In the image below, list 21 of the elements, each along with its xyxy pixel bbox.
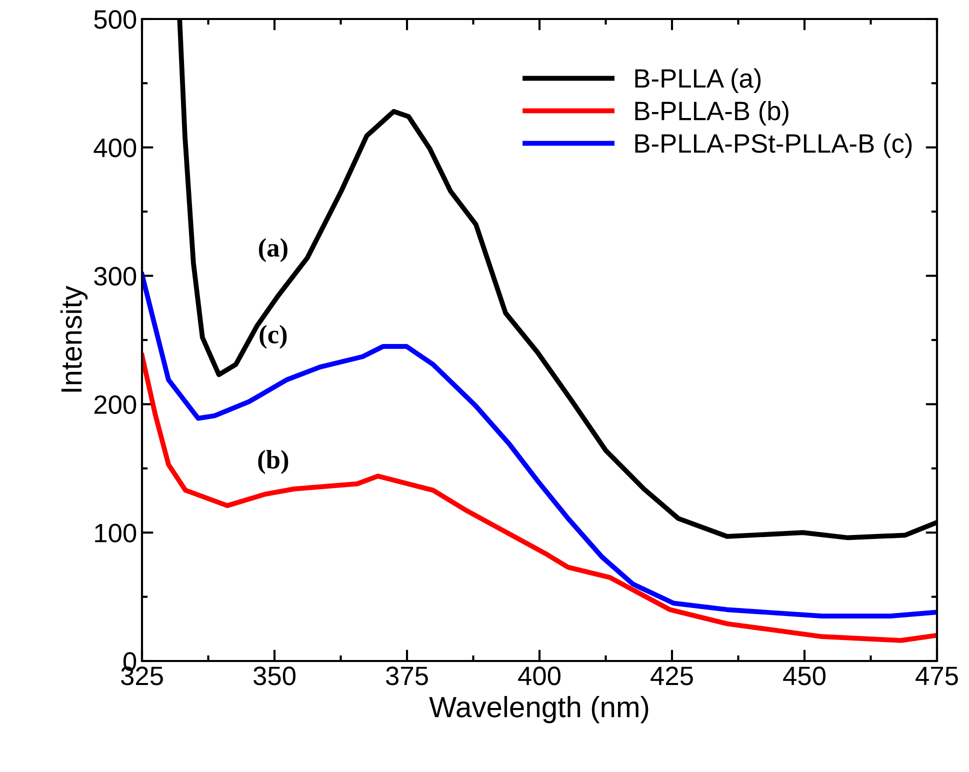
- x-tick-label: 375: [386, 666, 428, 686]
- y-axis-title: Intensity: [60, 286, 88, 392]
- annotation: (a): [258, 238, 288, 262]
- annotation: (b): [258, 450, 288, 474]
- y-tick-label: 200: [94, 395, 136, 414]
- x-tick-label: 400: [518, 666, 560, 686]
- y-tick-label: 500: [94, 10, 136, 29]
- legend-label: B-PLLA-PSt-PLLA-B (c): [635, 133, 912, 158]
- x-tick-label: 450: [783, 666, 826, 686]
- legend-label: B-PLLA-B (b): [635, 100, 788, 126]
- legend-label: B-PLLA (a): [635, 68, 761, 94]
- x-tick-label: 350: [253, 666, 296, 686]
- x-tick-label: 475: [916, 666, 958, 686]
- annotation: (c): [260, 324, 287, 349]
- x-tick-label: 425: [650, 666, 693, 686]
- y-tick-label: 300: [94, 266, 136, 286]
- line-series: [142, 272, 937, 618]
- y-tick-label: 400: [94, 138, 136, 158]
- y-tick-label: 100: [95, 524, 136, 542]
- line-series: [142, 352, 937, 643]
- x-axis-title: Wavelength (nm): [429, 696, 648, 724]
